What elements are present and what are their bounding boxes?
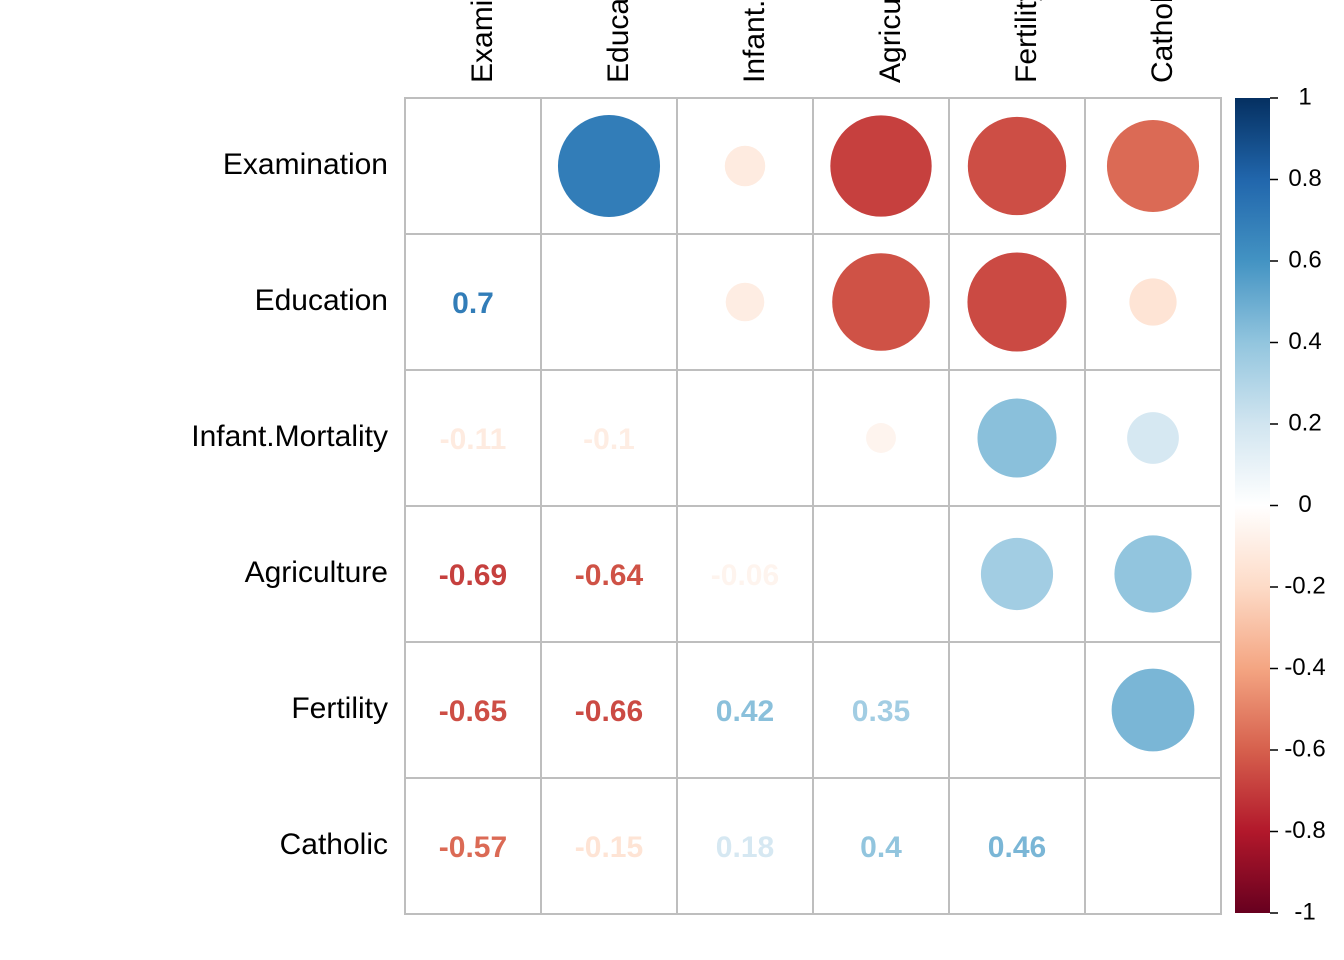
row-label: Infant.Mortality <box>191 420 388 453</box>
row-label: Education <box>255 284 388 317</box>
column-label: Infant.Mortality <box>738 0 771 83</box>
color-tick-label: -1 <box>1294 898 1315 925</box>
color-tick-label: -0.2 <box>1284 572 1325 599</box>
value-label: -0.69 <box>439 559 507 592</box>
column-label: Agriculture <box>874 0 907 83</box>
corr-circle <box>1111 668 1195 752</box>
cell <box>1084 777 1222 915</box>
corr-circle <box>557 114 661 218</box>
color-bar <box>1235 98 1270 913</box>
cell <box>540 233 678 371</box>
value-label: -0.06 <box>711 559 779 592</box>
corr-circle <box>830 115 932 217</box>
cell <box>948 641 1086 779</box>
value-label: 0.35 <box>852 695 910 728</box>
color-tick-label: 1 <box>1298 83 1311 110</box>
corr-circle <box>967 116 1067 216</box>
corr-circle <box>1129 278 1177 326</box>
corr-circle <box>1127 412 1179 464</box>
corr-circle <box>724 145 766 187</box>
value-label: 0.7 <box>452 287 494 320</box>
value-label: -0.64 <box>575 559 644 592</box>
corr-circle <box>977 398 1057 478</box>
row-label: Agriculture <box>245 556 388 589</box>
value-label: -0.11 <box>440 423 507 456</box>
cell <box>404 97 542 235</box>
corr-circle <box>866 423 896 453</box>
cell <box>812 505 950 643</box>
value-label: 0.18 <box>716 831 774 864</box>
column-label: Education <box>602 0 635 83</box>
column-label: Fertility <box>1010 0 1043 83</box>
corr-circle <box>967 252 1067 352</box>
corr-circle <box>1106 119 1200 213</box>
color-tick-label: -0.6 <box>1284 735 1325 762</box>
value-label: 0.4 <box>860 831 902 864</box>
column-label: Examination <box>466 0 499 83</box>
corr-circle <box>725 282 765 322</box>
value-label: -0.15 <box>575 831 643 864</box>
value-label: -0.65 <box>439 695 507 728</box>
color-tick-label: 0.2 <box>1288 409 1321 436</box>
column-label: Catholic <box>1146 0 1179 83</box>
color-tick-label: 0.6 <box>1288 246 1321 273</box>
value-label: 0.46 <box>988 831 1046 864</box>
corr-circle <box>832 253 930 351</box>
cell <box>676 369 814 507</box>
value-label: 0.42 <box>716 695 774 728</box>
value-label: -0.1 <box>583 423 635 456</box>
row-label: Catholic <box>280 828 388 861</box>
corr-circle <box>980 537 1054 611</box>
value-label: -0.57 <box>439 831 507 864</box>
color-tick-label: -0.4 <box>1284 654 1325 681</box>
color-tick-label: 0.8 <box>1288 165 1321 192</box>
row-label: Examination <box>223 148 388 181</box>
color-tick-label: 0 <box>1298 491 1311 518</box>
color-tick-label: -0.8 <box>1284 817 1325 844</box>
corr-circle <box>1114 535 1192 613</box>
color-tick-label: 0.4 <box>1288 328 1321 355</box>
row-label: Fertility <box>291 692 388 725</box>
value-label: -0.66 <box>575 695 643 728</box>
